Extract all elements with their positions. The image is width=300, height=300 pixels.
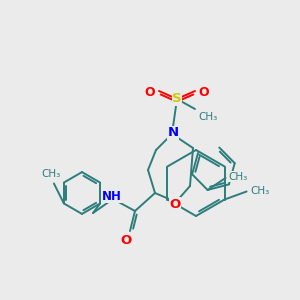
Text: NH: NH <box>102 190 122 202</box>
Text: O: O <box>120 233 132 247</box>
Text: CH₃: CH₃ <box>229 172 248 182</box>
Text: N: N <box>167 127 178 140</box>
Text: CH₃: CH₃ <box>250 187 270 196</box>
Text: O: O <box>169 197 181 211</box>
Text: O: O <box>199 85 209 98</box>
Text: CH₃: CH₃ <box>198 112 217 122</box>
Text: CH₃: CH₃ <box>41 169 61 179</box>
Text: S: S <box>172 92 182 106</box>
Text: O: O <box>145 85 155 98</box>
